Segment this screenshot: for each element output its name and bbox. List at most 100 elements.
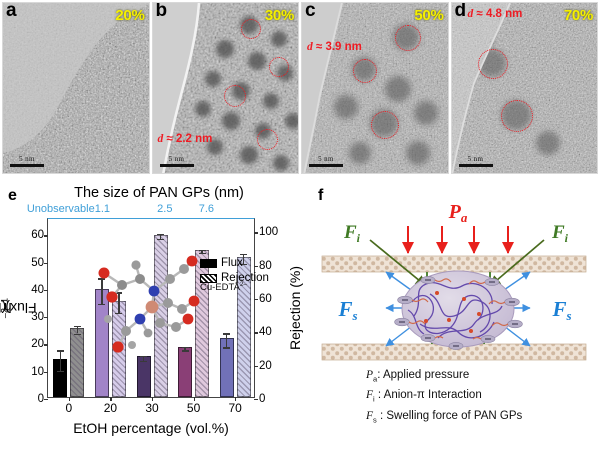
y-tick-right — [254, 332, 258, 334]
y-tick-left — [44, 371, 48, 373]
legend-label-rejection: Rejection — [221, 272, 269, 284]
scale-bar-a: 5 nm — [10, 155, 44, 167]
error-bar-cap — [223, 347, 231, 349]
y-tick-label-left: 10 — [31, 365, 44, 378]
scale-bar-value-a: 5 — [19, 155, 23, 163]
top-axis-tick-label: 7.6 — [198, 203, 215, 215]
x-tick-label: 20 — [103, 401, 118, 415]
tem-percent-b: 30% — [264, 7, 294, 24]
legend-sub-pa: a — [373, 374, 378, 384]
tem-percent-a: 20% — [115, 7, 145, 24]
error-bar-cap — [240, 254, 248, 256]
error-bar-cap — [56, 350, 64, 352]
highlight-circle — [256, 129, 278, 150]
error-bar-cap — [73, 333, 81, 335]
scale-bar-line-c — [309, 164, 343, 167]
scale-bar-line-d — [458, 164, 493, 167]
error-bar — [226, 333, 228, 348]
scale-bar-line-a — [10, 164, 44, 167]
error-bar-cap — [115, 292, 123, 294]
scale-bar-value-d: 5 — [467, 155, 472, 163]
y-tick-left — [44, 344, 48, 346]
scale-bar-line-b — [159, 164, 194, 167]
legend-line-fi: Fi : Anion-π Interaction — [366, 387, 522, 407]
error-bar-cap — [98, 303, 106, 305]
d-symbol: d — [307, 41, 313, 53]
error-bar-cap — [56, 371, 64, 373]
highlight-circle — [395, 25, 421, 51]
anion-pi-sites — [424, 291, 481, 333]
error-bar-cap — [198, 249, 206, 252]
top-membrane-layer — [321, 255, 587, 273]
anion-pi-interaction-arrows — [369, 239, 545, 288]
tem-image-row: a 20% 5 nm — [0, 0, 600, 180]
error-bar — [142, 355, 145, 361]
bar-rejection-0 — [70, 327, 85, 397]
y-tick-left — [44, 235, 48, 237]
error-bar-cap — [181, 347, 189, 349]
legend-sub-fi: i — [373, 394, 375, 404]
top-axis-ticks: Unobservable 1.1 2.5 7.6 — [27, 203, 288, 217]
d-symbol: d — [467, 8, 474, 20]
legend-sym-fs: F — [366, 409, 374, 422]
top-axis-tick-label: 1.1 — [94, 203, 111, 215]
bar-flux-30 — [136, 356, 151, 397]
membrane-schematic-diagram: Pa Fi Fi Fs Fs — [321, 201, 587, 361]
molecule-label-text: Cu-EDTA — [200, 282, 240, 294]
legend-swatch-flux-icon — [200, 259, 217, 268]
legend-sym-fi: F — [366, 389, 374, 402]
legend-swatch-rejection-icon — [200, 274, 217, 283]
legend-text-pa: : Applied pressure — [377, 369, 470, 381]
polymer-chains — [407, 282, 503, 339]
label-fs-right: Fs — [551, 297, 571, 323]
error-bar — [59, 350, 61, 372]
top-axis-title: The size of PAN GPs (nm) — [74, 185, 244, 201]
d-value: ≈ 2.2 nm — [163, 133, 213, 145]
label-fi-left: Fi — [343, 222, 361, 245]
y-tick-left — [44, 317, 48, 319]
error-bar — [184, 347, 186, 351]
bar-rejection-50 — [195, 249, 210, 397]
scale-bar-unit-a: nm — [25, 155, 35, 163]
tem-micrograph-d — [451, 3, 598, 173]
y-tick-label-left: 50 — [31, 256, 44, 269]
d-symbol: d — [157, 133, 164, 145]
scale-bar-c: 5 nm — [309, 155, 343, 167]
y-tick-label-right: 100 — [259, 226, 279, 239]
y-tick-label-left: 30 — [31, 311, 44, 324]
legend-text-fs: : Swelling force of PAN GPs — [376, 409, 523, 422]
highlight-circle — [223, 85, 246, 107]
y-tick-right — [254, 232, 258, 234]
chart-plot-area: 0 10 20 30 40 50 60 0 20 40 60 80 100 0 20 30 50 70 Flu… — [31, 218, 278, 415]
y-tick-label-right: 20 — [259, 359, 272, 372]
tem-percent-d: 70% — [563, 7, 593, 24]
scale-bar-unit-d: nm — [473, 155, 484, 163]
error-bar — [118, 292, 120, 313]
legend-sub-fs: s — [373, 414, 377, 424]
y-tick-left — [44, 262, 48, 264]
chart-legend: Flux Rejection — [200, 257, 269, 287]
y-tick-right — [254, 399, 258, 401]
y-tick-right — [254, 299, 258, 301]
scale-bar-value-c: 5 — [318, 155, 322, 163]
y-tick-label-left: 60 — [31, 229, 44, 242]
tem-micrograph-a — [3, 3, 149, 173]
y-tick-label-right: 80 — [259, 259, 272, 272]
tem-panel-d: d 70% d ≈ 4.8 nm 5 nm — [450, 2, 598, 174]
label-pa: Pa — [448, 201, 468, 225]
x-tick-label: 30 — [145, 401, 159, 415]
error-bar-cap — [98, 278, 106, 280]
x-tick-label: 70 — [228, 401, 242, 415]
x-axis-title: EtOH percentage (vol.%) — [73, 420, 229, 436]
applied-pressure-arrows — [402, 226, 514, 254]
y-tick-label-right: 60 — [259, 293, 272, 305]
x-tick — [235, 397, 237, 401]
particle-size-label-c: d ≈ 3.9 nm — [307, 41, 362, 53]
error-bar-cap — [223, 333, 231, 335]
y-tick-right — [254, 365, 258, 367]
error-bar-cap — [115, 313, 123, 315]
error-bar — [159, 234, 162, 239]
top-axis-tick-label: 2.5 — [157, 203, 173, 215]
legend-line-pa: Pa: Applied pressure — [366, 367, 522, 387]
highlight-circle — [353, 59, 377, 83]
